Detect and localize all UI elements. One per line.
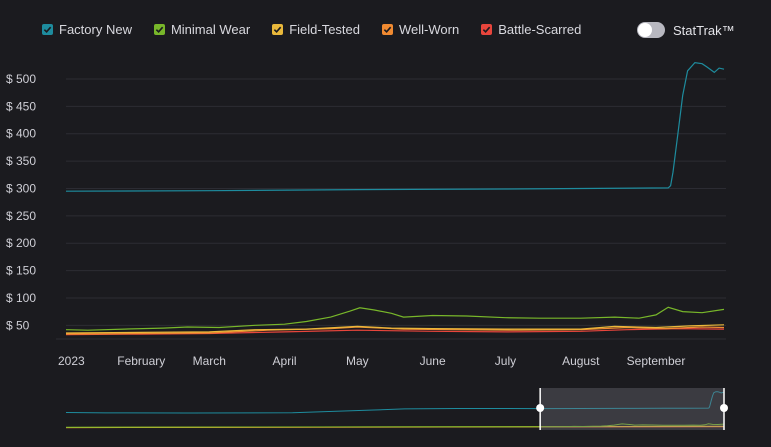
x-tick-label: September — [627, 354, 686, 368]
x-tick-label: August — [562, 354, 600, 368]
navigator-series-line — [65, 391, 725, 414]
series-line-factory-new — [65, 61, 725, 192]
legend: Factory New Minimal Wear Field-Tested We… — [42, 22, 581, 37]
y-tick-label: $ 250 — [6, 209, 36, 223]
checkbox-checked-icon[interactable] — [42, 24, 53, 35]
navigator-right-handle[interactable] — [720, 404, 728, 412]
x-tick-label: 2023 — [58, 354, 85, 368]
series-line-field-tested — [65, 324, 725, 334]
checkbox-checked-icon[interactable] — [382, 24, 393, 35]
stattrak-toggle[interactable] — [637, 22, 665, 38]
y-tick-label: $ 50 — [6, 318, 30, 332]
toggle-knob — [638, 23, 652, 37]
x-tick-label: February — [117, 354, 165, 368]
legend-label: Well-Worn — [399, 22, 460, 37]
x-tick-label: June — [420, 354, 446, 368]
legend-label: Factory New — [59, 22, 132, 37]
checkbox-checked-icon[interactable] — [272, 24, 284, 35]
x-tick-label: April — [273, 354, 297, 368]
legend-label: Battle-Scarred — [498, 22, 582, 37]
y-tick-label: $ 150 — [6, 264, 36, 278]
y-tick-label: $ 350 — [6, 154, 36, 168]
series-line-well-worn — [65, 326, 725, 335]
y-tick-label: $ 500 — [6, 72, 36, 86]
stattrak-toggle-group: StatTrak™ — [637, 22, 735, 38]
legend-item-factory-new[interactable]: Factory New — [42, 22, 132, 37]
legend-item-well-worn[interactable]: Well-Worn — [382, 22, 459, 37]
x-tick-label: July — [495, 354, 516, 368]
y-tick-label: $ 100 — [6, 291, 36, 305]
navigator-selection[interactable] — [540, 388, 724, 430]
x-tick-label: May — [346, 354, 369, 368]
y-tick-label: $ 300 — [6, 181, 36, 195]
stattrak-label: StatTrak™ — [673, 22, 735, 38]
legend-item-battle-scarred[interactable]: Battle-Scarred — [481, 22, 581, 37]
y-tick-label: $ 400 — [6, 127, 36, 141]
checkbox-checked-icon[interactable] — [481, 24, 493, 35]
y-tick-label: $ 450 — [6, 99, 36, 113]
checkbox-checked-icon[interactable] — [153, 24, 165, 35]
series-line-minimal-wear — [65, 306, 725, 331]
x-tick-label: March — [193, 354, 226, 368]
y-tick-label: $ 200 — [6, 236, 36, 250]
legend-item-field-tested[interactable]: Field-Tested — [272, 22, 360, 37]
legend-item-minimal-wear[interactable]: Minimal Wear — [153, 22, 251, 37]
navigator-left-handle[interactable] — [536, 404, 545, 412]
navigator-series-line — [65, 423, 725, 428]
legend-label: Field-Tested — [289, 22, 360, 37]
legend-label: Minimal Wear — [170, 22, 251, 37]
